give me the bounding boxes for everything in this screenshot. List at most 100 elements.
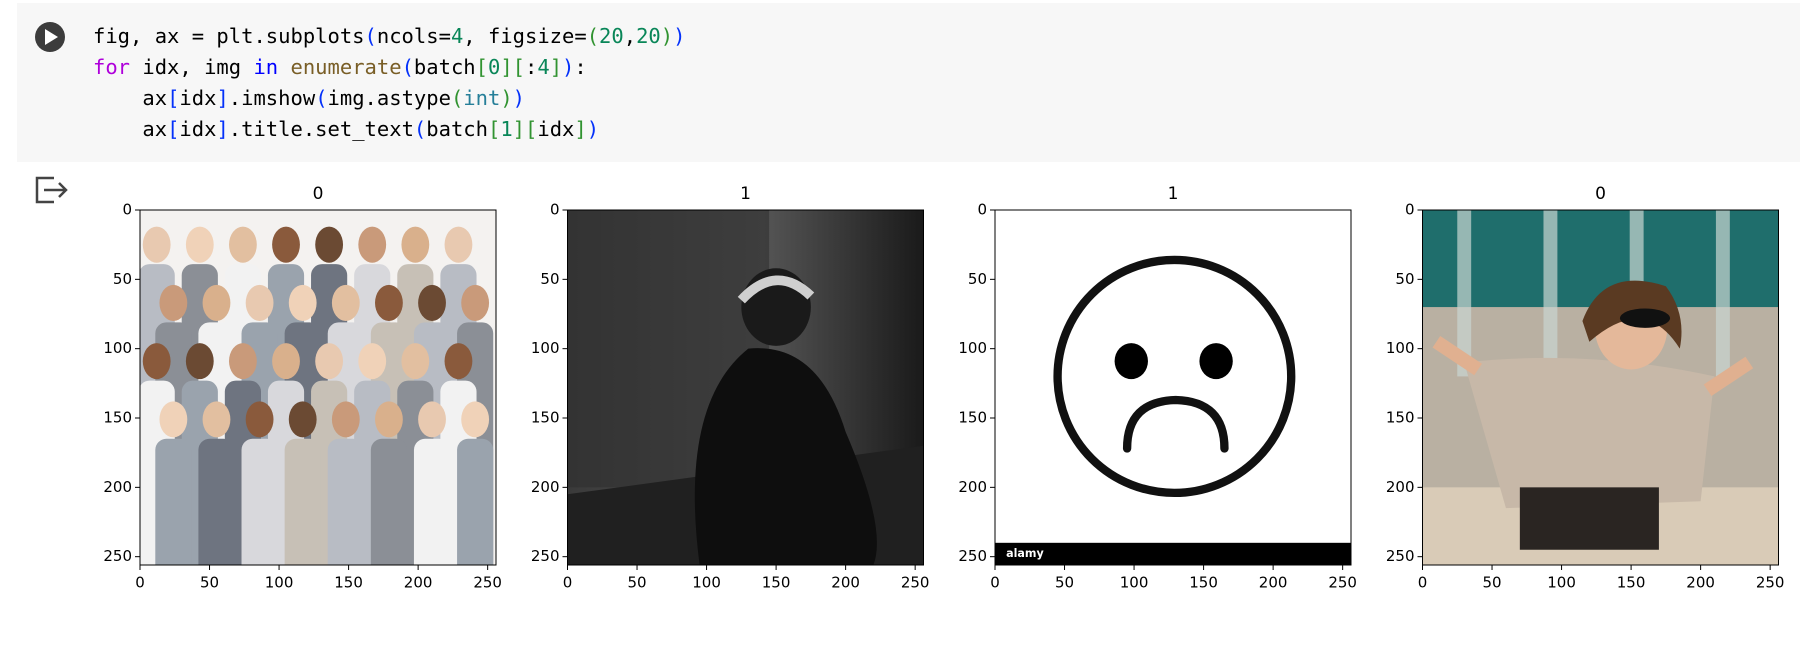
x-tick-label: 50: [1055, 574, 1074, 592]
code-token: enumerate: [290, 55, 401, 79]
person-face: [159, 284, 188, 321]
code-token: ): [500, 86, 512, 110]
y-tick-label: 150: [531, 409, 560, 427]
x-tick-label: 50: [200, 574, 219, 592]
code-token: 20: [636, 24, 661, 48]
y-tick-label: 200: [958, 478, 987, 496]
y-tick-label: 150: [958, 409, 987, 427]
code-token: (: [451, 86, 463, 110]
person-face: [288, 401, 317, 438]
code-token: ,: [624, 24, 636, 48]
code-line: ax[idx].imshow(img.astype(int)): [93, 86, 525, 110]
x-tick-label: 250: [901, 574, 930, 592]
person-face: [202, 401, 231, 438]
person-face: [185, 226, 214, 263]
code-token: img.astype: [328, 86, 451, 110]
window-bar: [1543, 210, 1558, 377]
code-token: for: [93, 55, 130, 79]
code-token: (: [587, 24, 599, 48]
code-token: batch: [414, 55, 476, 79]
code-token: ax: [93, 86, 167, 110]
y-tick-label: 0: [1405, 201, 1415, 219]
code-token: , figsize=: [463, 24, 586, 48]
code-token: ][: [500, 55, 525, 79]
y-tick-label: 100: [531, 339, 560, 357]
arm: [1432, 335, 1754, 397]
code-token: [278, 55, 290, 79]
subplot-title: 0: [1595, 184, 1606, 204]
x-tick-label: 0: [135, 574, 145, 592]
code-token: ): [673, 24, 685, 48]
x-tick-label: 150: [1189, 574, 1218, 592]
code-token: [: [488, 117, 500, 141]
y-tick-label: 200: [1386, 478, 1415, 496]
code-token: ]: [216, 86, 228, 110]
run-button[interactable]: [35, 22, 65, 52]
x-tick-label: 100: [265, 574, 294, 592]
code-token: [: [476, 55, 488, 79]
image: [1422, 210, 1779, 565]
person-body: [198, 438, 235, 565]
person-face: [202, 284, 231, 321]
shorts: [1519, 487, 1659, 550]
code-token: idx: [179, 86, 216, 110]
x-tick-label: 0: [1418, 574, 1428, 592]
y-tick-label: 50: [113, 270, 132, 288]
person-face: [159, 401, 188, 438]
figure: [694, 348, 877, 565]
axes-frame: [994, 209, 1352, 566]
hands: [737, 275, 815, 304]
y-tick-label: 100: [958, 339, 987, 357]
y-tick-label: 0: [550, 201, 560, 219]
x-tick-label: 200: [404, 574, 433, 592]
person-face: [375, 284, 403, 321]
person-face: [401, 226, 430, 263]
y-tick-label: 100: [1386, 339, 1415, 357]
person-face: [358, 343, 387, 380]
person-body: [327, 438, 364, 565]
y-tick-label: 200: [531, 478, 560, 496]
eye: [1114, 343, 1148, 380]
x-tick-label: 150: [762, 574, 791, 592]
axes-frame: [1422, 209, 1779, 566]
y-tick-label: 150: [1386, 409, 1415, 427]
subplot-title: 0: [313, 184, 324, 204]
x-tick-label: 200: [1259, 574, 1288, 592]
code-token: ncols=: [377, 24, 451, 48]
code-token: ]: [216, 117, 228, 141]
x-tick-label: 100: [1547, 574, 1576, 592]
code-token: ][: [513, 117, 538, 141]
person-face: [418, 401, 446, 438]
shirt: [1464, 357, 1715, 509]
y-tick-label: 150: [103, 409, 132, 427]
code-token: ): [587, 117, 599, 141]
code-token: 4: [537, 55, 549, 79]
y-tick-label: 250: [103, 547, 132, 565]
code-token: ]: [574, 117, 586, 141]
code-token: [: [167, 86, 179, 110]
person-face: [375, 401, 403, 438]
y-tick-label: 250: [1386, 547, 1415, 565]
person-face: [272, 343, 300, 380]
code-token: [: [167, 117, 179, 141]
person-face: [401, 343, 430, 380]
x-tick-label: 200: [831, 574, 860, 592]
x-tick-label: 250: [1756, 574, 1785, 592]
axes-frame: [567, 209, 924, 566]
code-token: .title.set_text: [229, 117, 414, 141]
code-cell: [17, 3, 1800, 162]
x-tick-label: 250: [473, 574, 502, 592]
output-icon[interactable]: [35, 176, 68, 204]
code-line: fig, ax = plt.subplots(ncols=4, figsize=…: [93, 24, 685, 48]
x-tick-label: 200: [1686, 574, 1715, 592]
x-tick-label: 100: [692, 574, 721, 592]
subplot-title: 1: [1168, 184, 1179, 204]
x-tick-label: 250: [1328, 574, 1357, 592]
subplot-title: 1: [740, 184, 751, 204]
person-face: [331, 401, 360, 438]
code-token: :: [574, 55, 586, 79]
x-tick-label: 50: [1482, 574, 1501, 592]
